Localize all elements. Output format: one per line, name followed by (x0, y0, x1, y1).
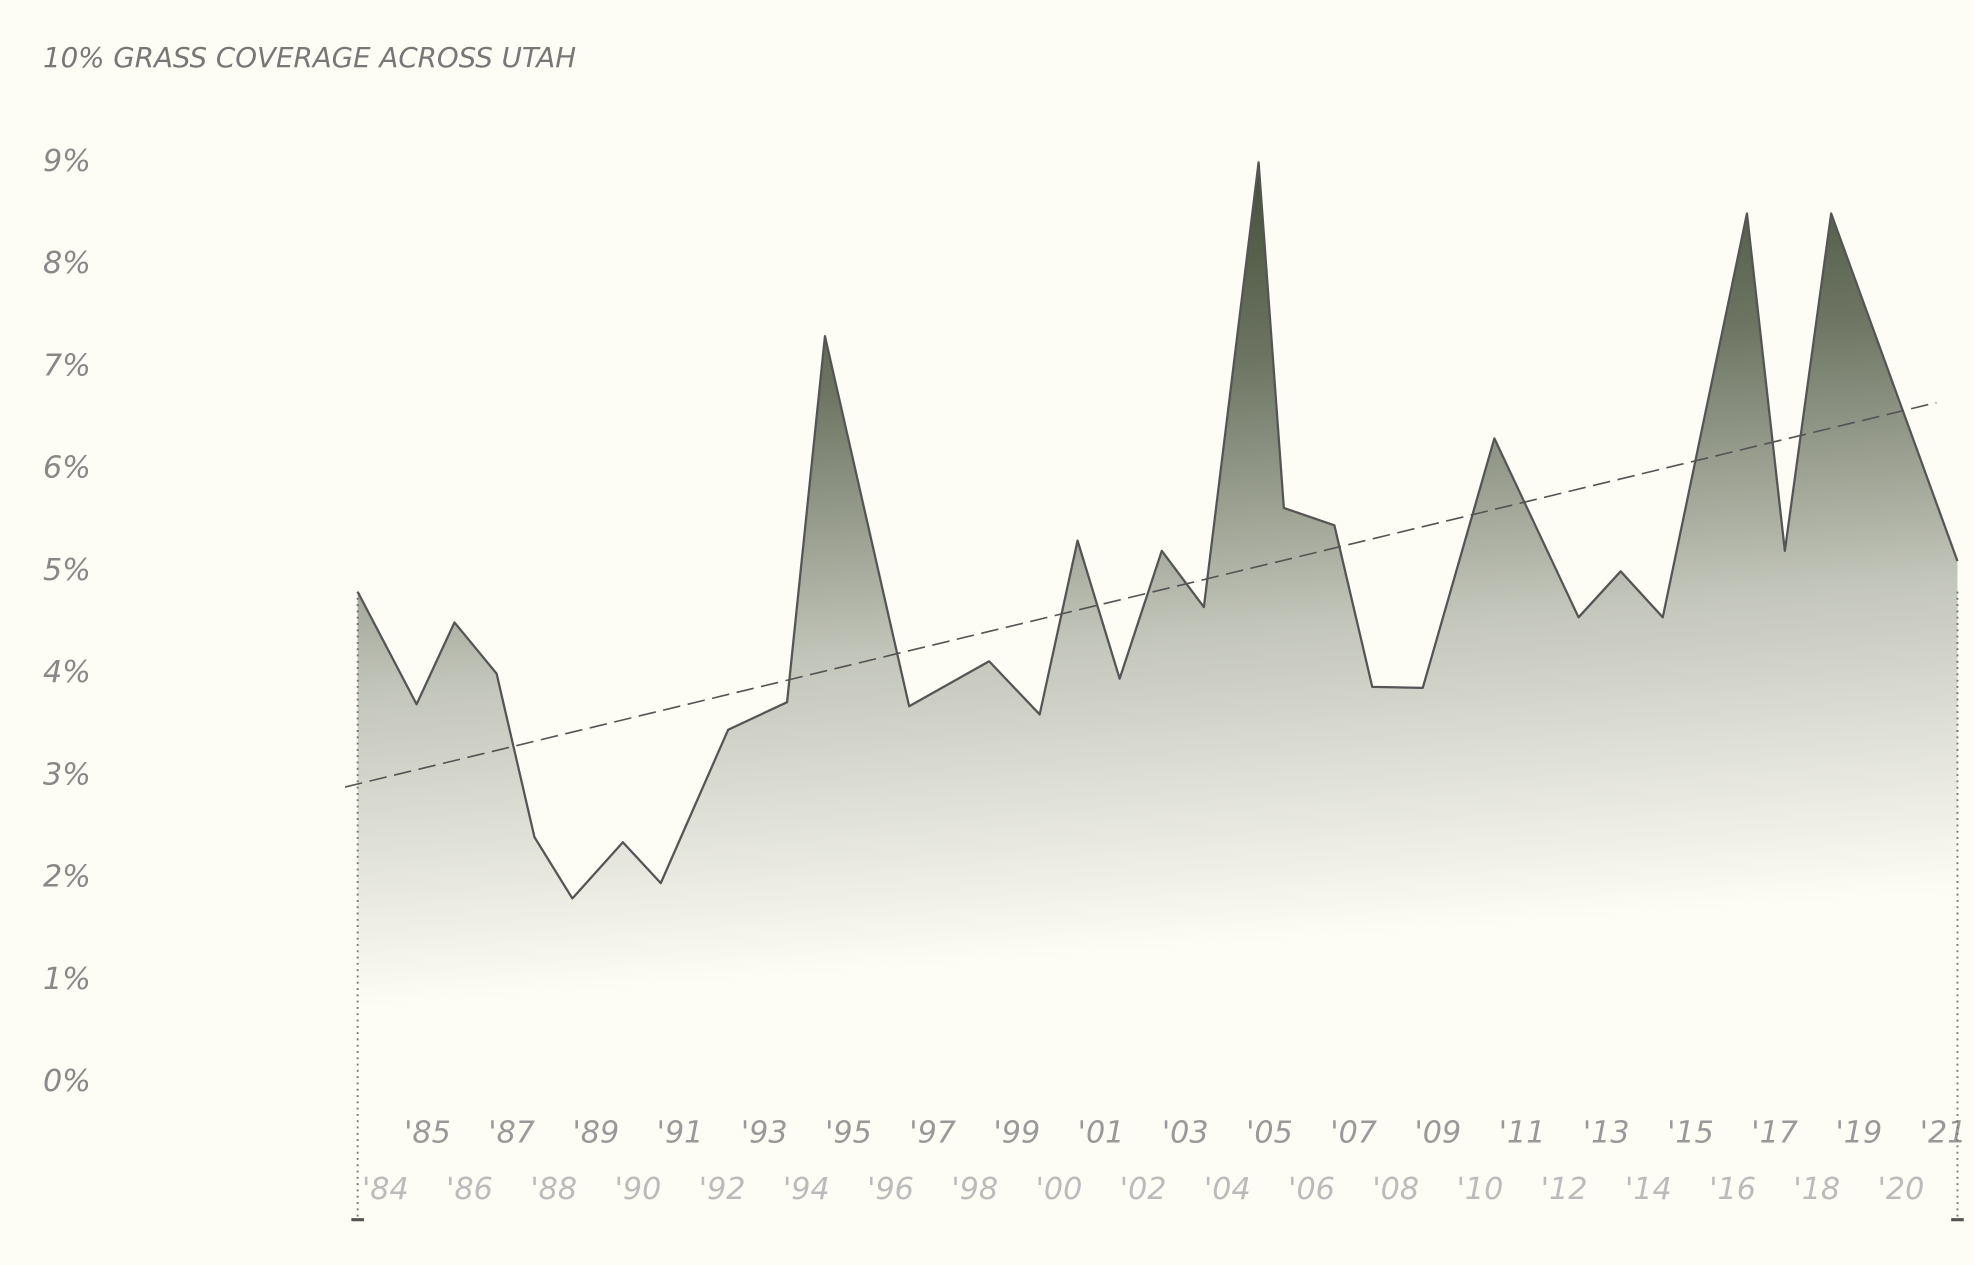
x-tick-label: '13 (1583, 1116, 1630, 1151)
x-tick-label: '91 (657, 1116, 704, 1151)
x-tick-label: '99 (993, 1116, 1040, 1151)
x-tick-label: '92 (699, 1172, 746, 1207)
x-tick-label: '95 (825, 1116, 872, 1151)
x-tick-label: '86 (446, 1172, 493, 1207)
x-tick-label: '90 (615, 1172, 662, 1207)
y-tick-label: 5% (43, 553, 91, 588)
x-tick-label: '85 (404, 1116, 451, 1151)
x-tick-label: '07 (1330, 1116, 1377, 1151)
x-tick-label: '97 (909, 1116, 956, 1151)
x-tick-label: '19 (1835, 1116, 1882, 1151)
x-tick-label: '20 (1878, 1172, 1925, 1207)
x-tick-label: '98 (951, 1172, 998, 1207)
x-tick-label: '08 (1372, 1172, 1419, 1207)
x-tick-label: '96 (867, 1172, 914, 1207)
x-tick-label: '02 (1120, 1172, 1167, 1207)
x-tick-label: '00 (1036, 1172, 1083, 1207)
x-tick-label: '84 (362, 1172, 409, 1207)
x-tick-label: '17 (1751, 1116, 1798, 1151)
x-tick-label: '09 (1414, 1116, 1461, 1151)
trend-line (344, 401, 1937, 788)
y-tick-label: 0% (43, 1064, 91, 1099)
x-tick-label: '93 (741, 1116, 788, 1151)
y-tick-label: 3% (43, 757, 91, 792)
x-tick-label: '03 (1162, 1116, 1209, 1151)
x-tick-label: '01 (1078, 1116, 1125, 1151)
x-tick-label: '89 (572, 1116, 619, 1151)
y-tick-label: 7% (43, 348, 91, 383)
x-tick-label: '18 (1793, 1172, 1840, 1207)
area-line (356, 161, 1959, 900)
x-tick-label: '10 (1457, 1172, 1504, 1207)
x-tick-label: '87 (488, 1116, 535, 1151)
x-tick-label: '05 (1246, 1116, 1293, 1151)
y-tick-label: 1% (43, 962, 91, 997)
x-tick-label: '11 (1499, 1116, 1546, 1151)
x-tick-label: '04 (1204, 1172, 1251, 1207)
x-tick-label: '21 (1920, 1116, 1967, 1151)
chart-title: 10% GRASS COVERAGE ACROSS UTAH (43, 41, 576, 74)
y-tick-label: 6% (43, 451, 91, 486)
x-tick-label: '15 (1667, 1116, 1714, 1151)
x-tick-label: '14 (1625, 1172, 1672, 1207)
x-tick-label: '88 (530, 1172, 577, 1207)
x-tick-label: '12 (1541, 1172, 1588, 1207)
y-tick-label: 9% (43, 144, 91, 179)
x-tick-label: '16 (1709, 1172, 1756, 1207)
y-tick-label: 8% (43, 246, 91, 281)
x-tick-label: '06 (1288, 1172, 1335, 1207)
x-tick-label: '94 (783, 1172, 830, 1207)
y-tick-label: 2% (43, 860, 91, 895)
y-tick-label: 4% (43, 655, 91, 690)
area-fill (357, 162, 1958, 1083)
